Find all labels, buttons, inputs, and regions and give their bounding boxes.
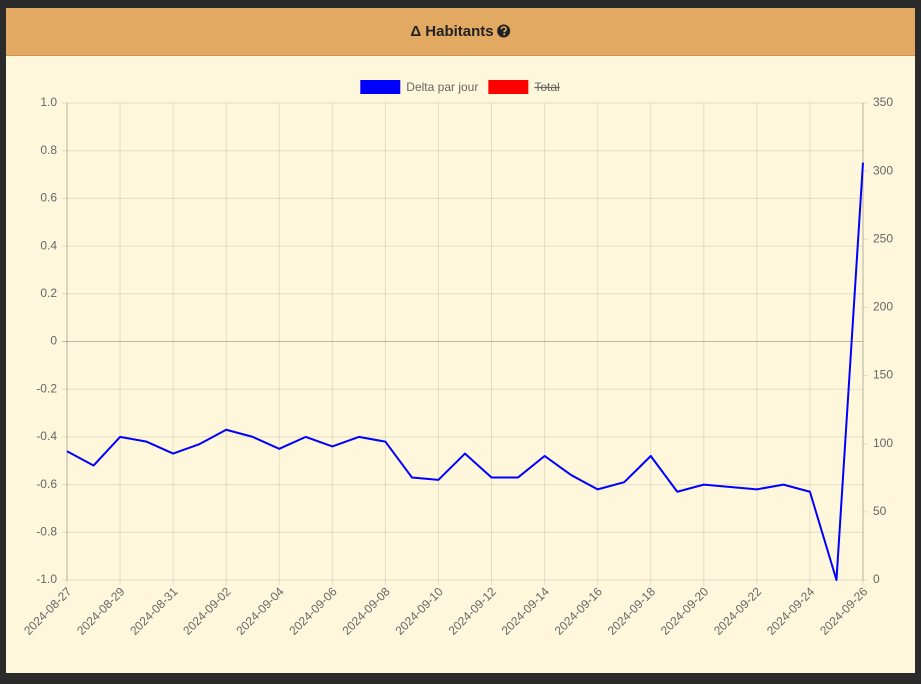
y-tick-label: 0.8	[40, 143, 57, 157]
legend-swatch	[488, 80, 529, 94]
data-line	[66, 162, 864, 581]
y2-tick-label: 50	[873, 504, 887, 518]
panel-title: Δ Habitants	[410, 23, 493, 40]
y-tick-label: -0.4	[36, 429, 57, 443]
y-tick-label: 0	[50, 334, 57, 348]
y-tick-label: -0.6	[36, 477, 57, 491]
y-tick-label: 0.2	[40, 286, 57, 300]
panel-body	[6, 8, 915, 673]
legend: Delta par jour Total	[360, 80, 560, 94]
y-tick-label: -0.2	[36, 381, 57, 395]
y2-tick-label: 300	[873, 163, 893, 177]
y-tick-label: 0.6	[40, 191, 57, 205]
legend-label[interactable]: Delta par jour	[406, 80, 478, 94]
legend-swatch	[360, 80, 401, 94]
y-tick-label: 1.0	[40, 95, 57, 109]
y-tick-label: -1.0	[36, 572, 57, 586]
legend-label[interactable]: Total	[534, 80, 559, 94]
y2-tick-label: 350	[873, 95, 893, 109]
y2-tick-label: 250	[873, 231, 893, 245]
help-icon[interactable]	[497, 24, 511, 38]
y-tick-label: -0.8	[36, 524, 57, 538]
y2-tick-label: 200	[873, 300, 893, 314]
y2-tick-label: 100	[873, 436, 893, 450]
y2-tick-label: 0	[873, 572, 880, 586]
panel-header	[6, 8, 915, 55]
y-tick-label: 0.4	[40, 238, 57, 252]
y2-tick-label: 150	[873, 368, 893, 382]
